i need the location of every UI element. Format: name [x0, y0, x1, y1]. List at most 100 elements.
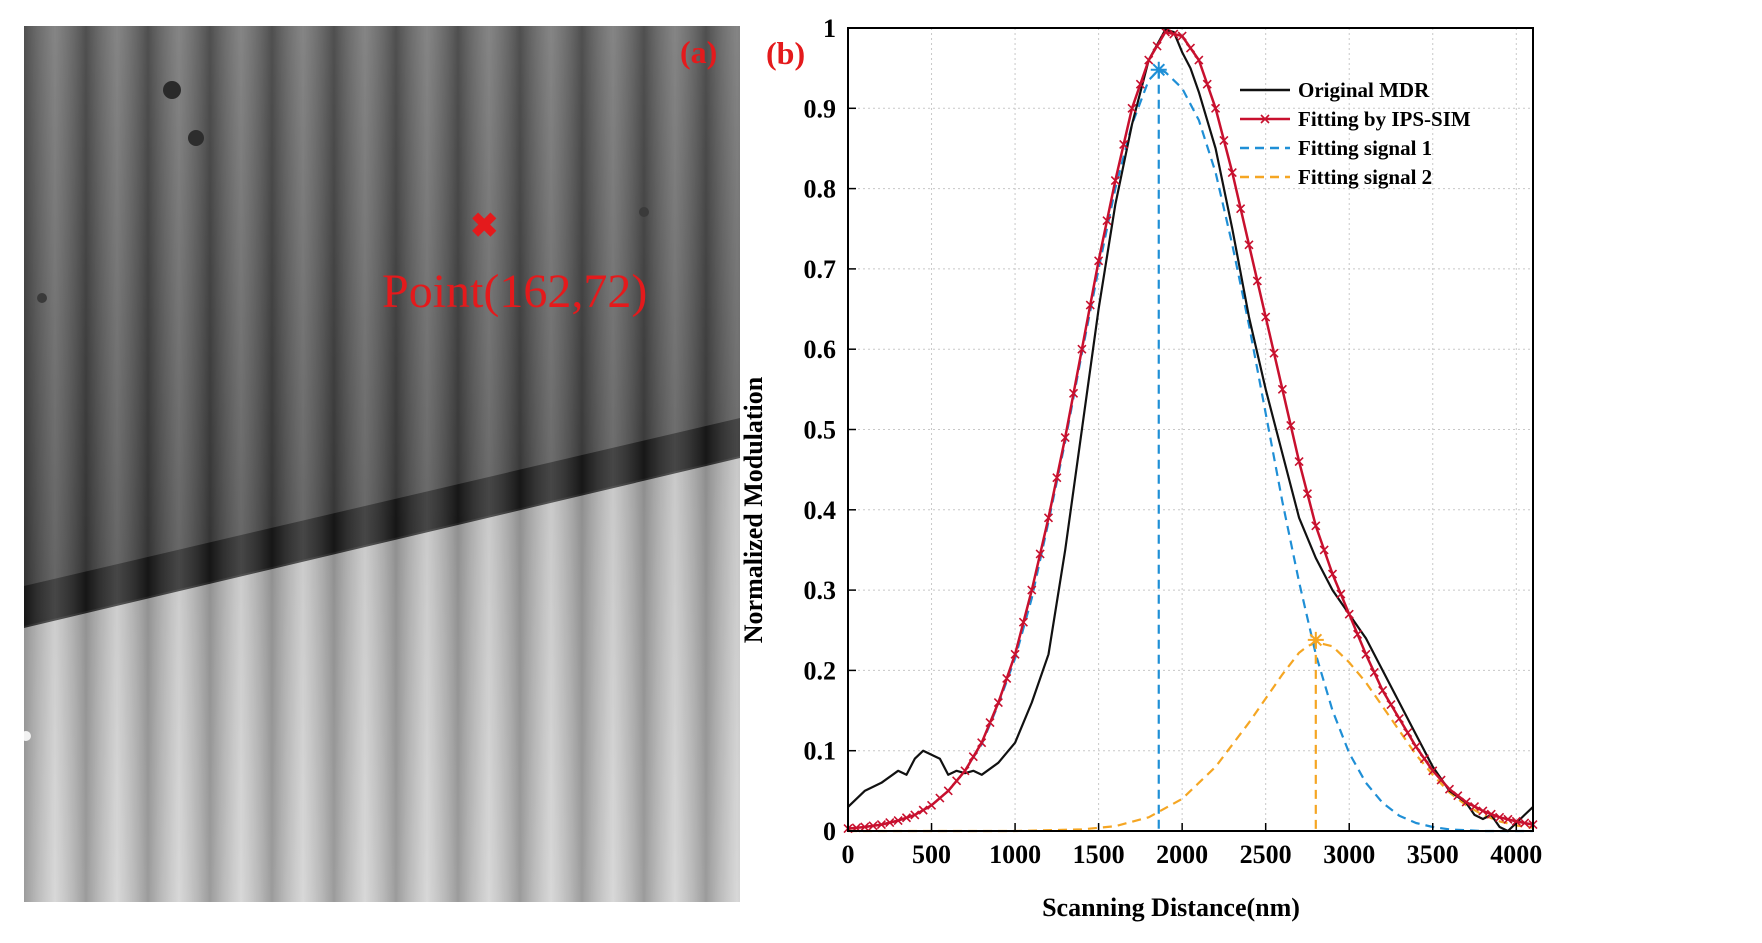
series-marker-fitting-by-ips-sim [1077, 344, 1087, 354]
series-marker-fitting-by-ips-sim [893, 815, 903, 826]
series-marker-fitting-by-ips-sim [1010, 649, 1020, 659]
series-marker-fitting-by-ips-sim [1119, 139, 1129, 150]
series-marker-fitting-by-ips-sim [1495, 812, 1505, 822]
series-marker-fitting-by-ips-sim [1018, 617, 1028, 627]
series-marker-fitting-by-ips-sim [1403, 728, 1413, 738]
series-marker-fitting-by-ips-sim [1386, 699, 1396, 710]
y-tick-label: 0.6 [804, 335, 837, 364]
x-tick-label: 2500 [1240, 840, 1292, 869]
series-marker-fitting-by-ips-sim [993, 697, 1003, 708]
series-marker-fitting-by-ips-sim [960, 766, 970, 776]
series-marker-fitting-by-ips-sim [1194, 55, 1204, 65]
x-axis-label: Scanning Distance(nm) [1042, 893, 1300, 922]
y-tick-label: 0.4 [804, 496, 837, 525]
series-marker-fitting-by-ips-sim [1478, 806, 1488, 816]
series-marker-fitting-by-ips-sim [1244, 240, 1254, 250]
modulation-chart: 0 500 1000 1500 2000 2500 3000 3500 4000 0 0.1 0.2 0… [740, 14, 1542, 922]
x-tick-label: 1500 [1073, 840, 1125, 869]
series-marker-fitting-by-ips-sim [1177, 31, 1187, 41]
series-marker-fitting-by-ips-sim [1453, 791, 1463, 801]
series-marker-fitting-by-ips-sim [860, 822, 870, 832]
x-tick-label: 2000 [1156, 840, 1208, 869]
series-marker-fitting-by-ips-sim [977, 738, 987, 748]
series-marker-fitting-by-ips-sim [1169, 29, 1179, 39]
series-line-fitting-signal-2 [848, 641, 1534, 833]
series-marker-fitting-by-ips-sim [1461, 797, 1471, 807]
series-marker-fitting-by-ips-sim [1085, 300, 1095, 310]
dust-speck [163, 81, 181, 99]
series-marker-fitting-by-ips-sim [1327, 569, 1338, 579]
panel-a-microscope-image: (a) ✖ Point(162,72) [24, 26, 740, 902]
series-marker-fitting-by-ips-sim [968, 752, 978, 762]
series-marker-fitting-by-ips-sim [1043, 513, 1054, 523]
series-marker-fitting-by-ips-sim [1160, 27, 1171, 37]
legend-marker-fitting-by-ips-sim [1260, 114, 1270, 124]
series-marker-fitting-by-ips-sim [1202, 79, 1212, 89]
peak-star-marker [1150, 61, 1167, 78]
series-marker-fitting-by-ips-sim [1294, 457, 1304, 467]
series-marker-fitting-by-ips-sim [1486, 809, 1496, 819]
series-marker-fitting-by-ips-sim [1210, 103, 1221, 113]
legend-label-original-mdr: Original MDR [1298, 78, 1430, 102]
dust-speck [37, 293, 47, 303]
series-marker-fitting-by-ips-sim [868, 821, 878, 831]
y-tick-label: 0.5 [804, 416, 837, 445]
series-marker-fitting-by-ips-sim [1344, 609, 1354, 619]
point-cross-marker: ✖ [470, 208, 499, 245]
x-tick-label: 500 [912, 840, 951, 869]
y-tick-label: 0.9 [804, 94, 837, 123]
series-marker-fitting-by-ips-sim [1428, 766, 1438, 776]
series-marker-fitting-by-ips-sim [1052, 473, 1062, 483]
series-marker-fitting-by-ips-sim [1027, 585, 1037, 595]
x-tick-label: 3000 [1323, 840, 1375, 869]
series-marker-fitting-by-ips-sim [926, 800, 937, 810]
y-tick-label: 0.8 [804, 175, 837, 204]
series-marker-fitting-by-ips-sim [1252, 276, 1262, 286]
x-tick-label: 1000 [989, 840, 1041, 869]
series-marker-fitting-by-ips-sim [1394, 714, 1404, 724]
series-marker-fitting-by-ips-sim [1520, 818, 1530, 828]
y-tick-label: 0.7 [804, 255, 837, 284]
series-marker-fitting-by-ips-sim [1444, 784, 1455, 794]
fringe-image [24, 26, 740, 902]
series-marker-fitting-by-ips-sim [1436, 775, 1446, 785]
panel-a-label: (a) [680, 34, 718, 70]
series-marker-fitting-by-ips-sim [1319, 545, 1329, 555]
series-marker-fitting-by-ips-sim [1236, 204, 1246, 214]
series-marker-fitting-by-ips-sim [885, 818, 895, 828]
series-marker-fitting-by-ips-sim [1060, 432, 1070, 443]
series-marker-fitting-by-ips-sim [918, 805, 928, 815]
series-marker-fitting-by-ips-sim [1419, 754, 1429, 764]
y-tick-label: 0.3 [804, 576, 837, 605]
dust-speck [188, 130, 204, 146]
series-marker-fitting-by-ips-sim [1378, 685, 1388, 696]
dust-speck [24, 731, 31, 741]
legend: Original MDR Fitting by IPS-SIM Fitting si… [1240, 78, 1471, 189]
legend-label-fitting-by-ips-sim: Fitting by IPS-SIM [1298, 107, 1471, 131]
legend-label-fitting-signal-1: Fitting signal 1 [1298, 136, 1432, 160]
series-marker-fitting-by-ips-sim [1144, 55, 1154, 65]
series-marker-fitting-by-ips-sim [1219, 135, 1229, 145]
y-tick-label: 0.1 [804, 737, 837, 766]
series-marker-fitting-by-ips-sim [1035, 549, 1045, 559]
point-coordinate-label: Point(162,72) [382, 265, 648, 318]
peak-star-marker [1307, 631, 1324, 648]
series-marker-fitting-by-ips-sim [952, 776, 962, 786]
x-tick-label: 3500 [1407, 840, 1459, 869]
y-axis-label: Normalized Modulation [740, 376, 768, 643]
series-marker-fitting-by-ips-sim [901, 813, 912, 823]
legend-label-fitting-signal-2: Fitting signal 2 [1298, 165, 1432, 189]
x-tick-label: 4000 [1490, 840, 1542, 869]
series-marker-fitting-by-ips-sim [943, 786, 953, 796]
series-marker-fitting-by-ips-sim [1185, 43, 1196, 53]
panel-b-label: (b) [766, 35, 805, 71]
series-marker-fitting-by-ips-sim [1127, 103, 1137, 113]
x-tick-label: 0 [842, 840, 855, 869]
series-marker-fitting-by-ips-sim [1269, 348, 1279, 358]
series-marker-fitting-by-ips-sim [1102, 216, 1112, 226]
series-marker-fitting-by-ips-sim [1353, 629, 1363, 639]
series-marker-fitting-by-ips-sim [985, 718, 995, 728]
series-marker-fitting-by-ips-sim [876, 820, 886, 830]
series-marker-fitting-by-ips-sim [1068, 388, 1079, 398]
series-marker-fitting-by-ips-sim [1302, 489, 1313, 499]
